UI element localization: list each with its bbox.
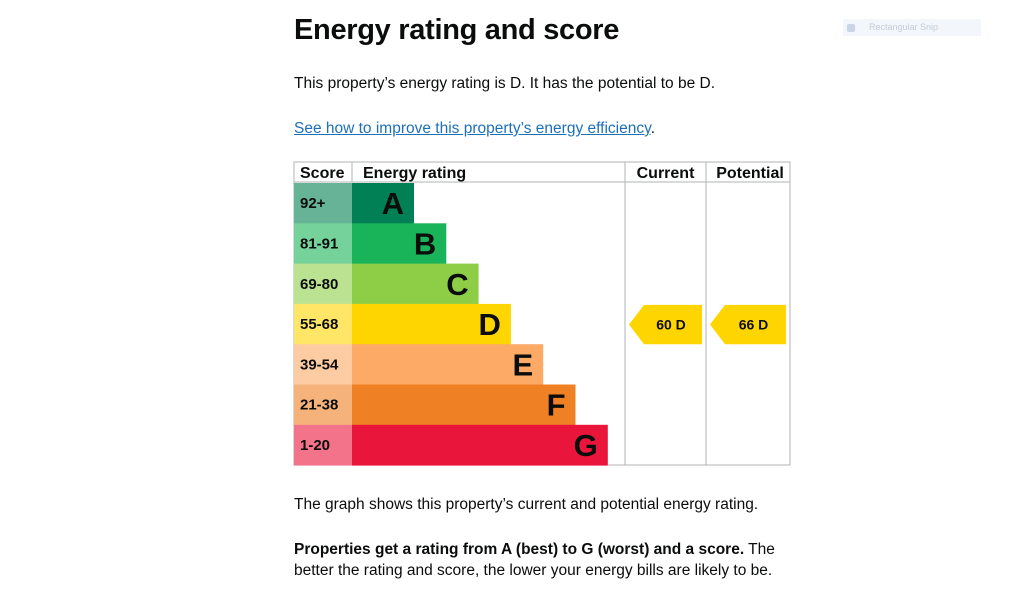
band-b-score-cell [294,223,352,265]
band-a-score-range: 92+ [300,195,326,212]
graph-note: The graph shows this property’s current … [294,496,759,513]
header-energy-rating: Energy rating [363,165,466,182]
band-d-score-cell [294,303,352,345]
link-suffix: . [650,120,655,137]
rating-explanation-bold: Properties get a rating from A (best) to… [294,541,745,558]
band-a-bar [352,183,414,224]
band-d-letter: D [479,307,501,342]
header-current: Current [637,165,695,182]
current-rating-arrow [629,304,702,345]
potential-rating-arrow [710,304,786,345]
header-potential: Potential [716,165,784,182]
band-d-score-range: 55-68 [300,316,338,333]
energy-rating-chart: Score Energy rating Current Potential 92… [293,161,791,466]
band-a-letter: A [382,186,404,221]
band-e-letter: E [513,347,534,382]
band-c-bar [352,263,479,305]
snip-icon [847,23,855,32]
improve-link-paragraph: See how to improve this property’s energ… [294,118,655,139]
band-b-bar [352,223,447,265]
potential-rating-label: 66 D [739,317,769,333]
page-title: Energy rating and score [294,14,620,46]
rating-explanation-rest: The better the rating and score, the low… [294,541,775,579]
header-score: Score [300,165,345,182]
band-d-bar [352,303,511,345]
band-e-score-range: 39-54 [300,356,339,373]
band-f-score-cell [294,384,352,426]
rating-bands: 92+ A 81-91 B 69-80 C 55-68 D 39-54 E 21-38 F 1-20 G [294,183,608,466]
band-f-bar [352,384,576,426]
rectangular-snip-overlay[interactable]: Rectangular Snip [843,19,981,36]
band-e-score-cell [294,344,352,385]
rating-summary: This property’s energy rating is D. It h… [294,75,716,92]
band-f-score-range: 21-38 [300,397,338,414]
band-g-bar [352,424,608,466]
band-f-letter: F [547,388,566,423]
band-b-letter: B [414,226,436,261]
band-e-bar [352,344,544,385]
rating-indicators: 60 D 66 D [629,304,786,345]
band-g-score-cell [294,424,352,466]
band-g-score-range: 1-20 [300,437,330,454]
band-b-score-range: 81-91 [300,235,338,252]
snip-label: Rectangular Snip [869,22,939,32]
band-c-score-cell [294,263,352,305]
band-c-score-range: 69-80 [300,276,338,293]
band-a-score-cell [294,183,352,224]
improve-efficiency-link[interactable]: See how to improve this property’s energ… [294,120,651,137]
rating-explanation: Properties get a rating from A (best) to… [294,539,814,581]
band-g-letter: G [574,428,598,463]
band-c-letter: C [446,267,468,302]
current-rating-label: 60 D [656,317,686,333]
